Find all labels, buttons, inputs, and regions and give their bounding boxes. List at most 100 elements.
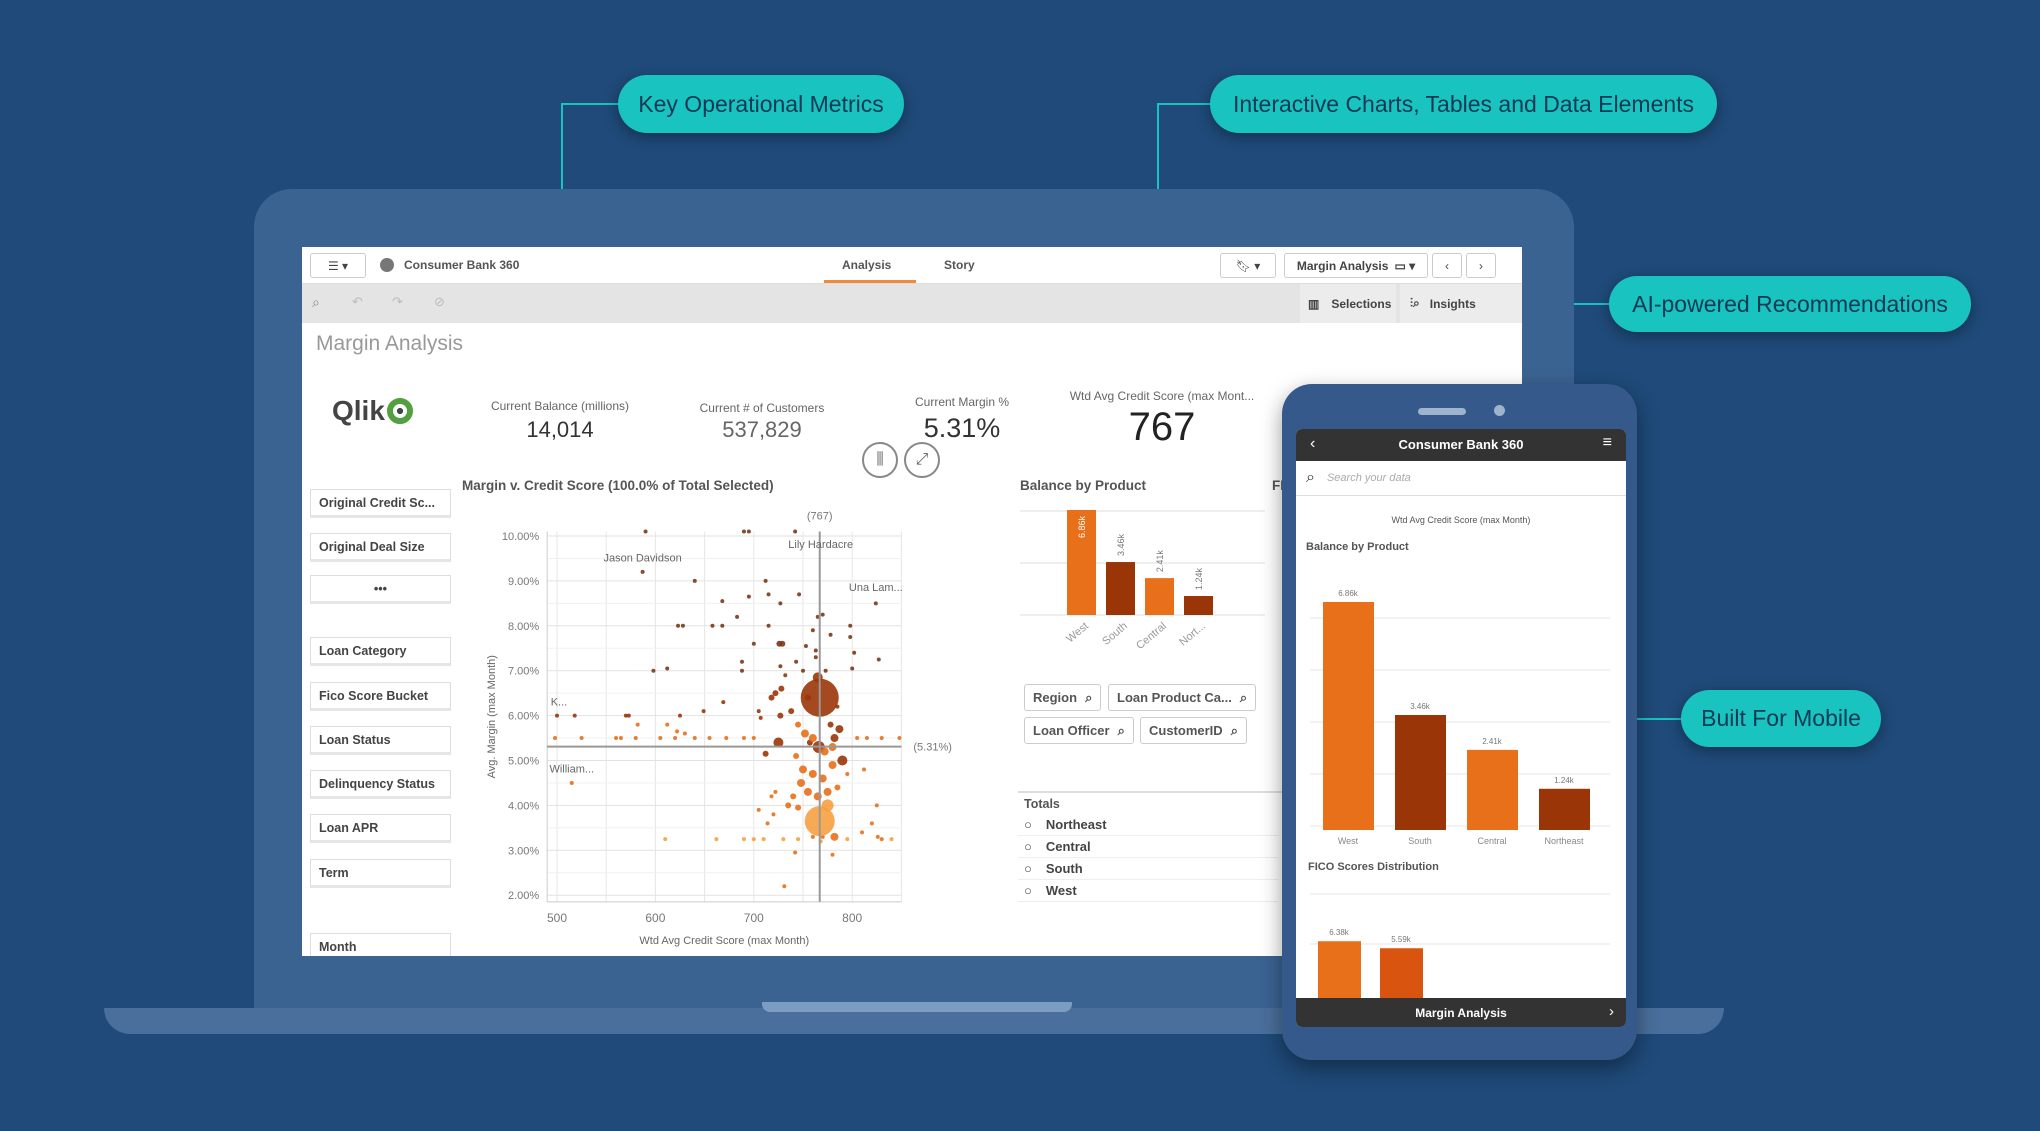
- filter-month[interactable]: Month: [310, 933, 451, 956]
- row-label: South: [1045, 861, 1083, 876]
- data-point: [897, 736, 902, 741]
- tab-story[interactable]: Story: [944, 258, 975, 272]
- data-point: [855, 736, 860, 741]
- back-icon[interactable]: ‹: [1310, 435, 1316, 452]
- totals-row-northeast[interactable]: ○ Northeast: [1018, 814, 1278, 836]
- point-annotation: Jason Davidson: [603, 553, 681, 565]
- data-point: [879, 837, 884, 842]
- data-point: [739, 668, 744, 673]
- bar-chart-title: Balance by Product: [1020, 478, 1147, 493]
- data-point: [741, 529, 746, 534]
- selections-icon: ▥: [1308, 296, 1320, 311]
- data-point: [773, 737, 784, 748]
- filter-term[interactable]: Term: [310, 859, 451, 888]
- data-point: [820, 747, 829, 756]
- scatter-chart[interactable]: 10.00% 9.00% 8.00% 7.00% 6.00% 5.00% 4.00% 3.00…: [440, 500, 1000, 956]
- menu-button[interactable]: ☰ ▾: [310, 253, 366, 278]
- data-point: [741, 736, 746, 741]
- next-sheet-button[interactable]: ›: [1466, 253, 1496, 278]
- search-loan-product[interactable]: Loan Product Ca... ⌕: [1108, 684, 1257, 711]
- filter-original-deal-size[interactable]: Original Deal Size: [310, 533, 451, 562]
- search-region[interactable]: Region ⌕: [1024, 684, 1102, 711]
- sheet-selector[interactable]: Margin Analysis ▭ ▾: [1284, 253, 1428, 278]
- data-point: [720, 623, 725, 628]
- hamburger-icon[interactable]: ≡: [1602, 434, 1612, 451]
- clear-selections-icon[interactable]: ⊘: [434, 294, 445, 309]
- data-point: [862, 767, 867, 772]
- callout-ai: AI-powered Recommendations: [1609, 276, 1971, 332]
- selections-button[interactable]: ▥ Selections: [1300, 284, 1396, 323]
- data-point: [665, 666, 670, 671]
- data-point: [665, 722, 670, 727]
- smart-search-icon[interactable]: ⌕: [312, 294, 320, 310]
- category-label: Central: [1134, 620, 1169, 652]
- tab-analysis[interactable]: Analysis: [842, 258, 892, 272]
- search-loan-officer[interactable]: Loan Officer ⌕: [1024, 717, 1134, 744]
- data-point: [850, 666, 855, 671]
- y-tick-label: 8.00%: [508, 621, 539, 633]
- y-tick-label: 2.00%: [508, 890, 539, 902]
- mobile-footer[interactable]: Margin Analysis ›: [1296, 998, 1626, 1027]
- mobile-balance-bar-chart[interactable]: 6.86k West 3.46k South 2.41k Central 1.24k Nort…: [1300, 560, 1620, 860]
- search-placeholder: Search your data: [1326, 472, 1411, 484]
- data-point: [830, 852, 835, 857]
- data-point: [756, 709, 761, 714]
- callout-line: [1590, 718, 1684, 720]
- filter-loan-status[interactable]: Loan Status: [310, 726, 451, 755]
- cut-chart-title: FI: [1272, 478, 1284, 493]
- data-point: [553, 736, 558, 741]
- data-point: [710, 623, 715, 628]
- mobile-footer-label: Margin Analysis: [1415, 1006, 1507, 1020]
- filter-original-credit-score[interactable]: Original Credit Sc...: [310, 489, 451, 518]
- bar-value-label: 6.86k: [1077, 516, 1087, 539]
- callout-mobile: Built For Mobile: [1681, 690, 1881, 747]
- selection-toolbar: ⌕ ↶ ↷ ⊘ ▥ Selections ⫶⌕ Insights: [302, 284, 1522, 323]
- mobile-fico-chart[interactable]: 6.38k 5.59k: [1300, 890, 1620, 1000]
- filter-delinquency-status[interactable]: Delinquency Status: [310, 770, 451, 799]
- data-point: [800, 729, 809, 738]
- expand-button[interactable]: ⤢: [904, 442, 940, 478]
- callout-key-metrics: Key Operational Metrics: [618, 75, 904, 133]
- mobile-bar-title: Balance by Product: [1306, 541, 1409, 553]
- search-customer-id[interactable]: CustomerID ⌕: [1140, 717, 1247, 744]
- reference-label-x: (767): [807, 511, 833, 523]
- category-label: West: [1064, 620, 1091, 645]
- qlik-logo: Qlik: [332, 395, 413, 427]
- lasso-button[interactable]: ⫼: [862, 442, 898, 478]
- prev-sheet-button[interactable]: ‹: [1432, 253, 1462, 278]
- bookmark-button[interactable]: 🔖︎ ▾: [1220, 253, 1276, 278]
- data-point: [758, 715, 763, 720]
- balance-bar-chart[interactable]: 6.86k West 3.46k South 2.41k Central 1.24k Nort…: [1010, 490, 1280, 660]
- search-icon: ⌕: [1230, 722, 1238, 738]
- bar: [1318, 941, 1361, 998]
- data-point: [812, 672, 823, 683]
- bar: [1067, 510, 1096, 615]
- kpi-label-customers: Current # of Customers: [699, 401, 825, 415]
- filter-fico-score-bucket[interactable]: Fico Score Bucket: [310, 682, 451, 711]
- filter-loan-apr[interactable]: Loan APR: [310, 814, 451, 843]
- step-forward-icon[interactable]: ↷: [392, 294, 403, 309]
- callout-line: [1157, 103, 1213, 105]
- data-point: [830, 832, 839, 841]
- totals-row-west[interactable]: ○ West: [1018, 880, 1278, 902]
- totals-row-central[interactable]: ○ Central: [1018, 836, 1278, 858]
- kpi-value-margin: 5.31%: [923, 413, 1001, 443]
- insights-button[interactable]: ⫶⌕ Insights: [1400, 284, 1522, 323]
- data-point: [820, 612, 825, 617]
- data-point: [721, 700, 726, 705]
- bar-value-label: 2.41k: [1482, 737, 1503, 746]
- bar: [1395, 715, 1446, 830]
- kpi-value-customers: 537,829: [722, 417, 802, 442]
- kpi-label-credit-score: Wtd Avg Credit Score (max Mont...: [1069, 389, 1255, 403]
- data-point: [618, 736, 623, 741]
- totals-row-south[interactable]: ○ South: [1018, 858, 1278, 880]
- mobile-search[interactable]: ⌕ Search your data: [1296, 461, 1626, 496]
- data-point: [778, 685, 785, 692]
- filter-loan-category[interactable]: Loan Category: [310, 637, 451, 666]
- filter-more[interactable]: •••: [310, 575, 451, 604]
- step-back-icon[interactable]: ↶: [352, 294, 363, 309]
- data-point: [821, 799, 834, 812]
- data-point: [735, 614, 740, 619]
- data-point: [795, 804, 802, 811]
- kpi-value-balance: 14,014: [526, 417, 594, 442]
